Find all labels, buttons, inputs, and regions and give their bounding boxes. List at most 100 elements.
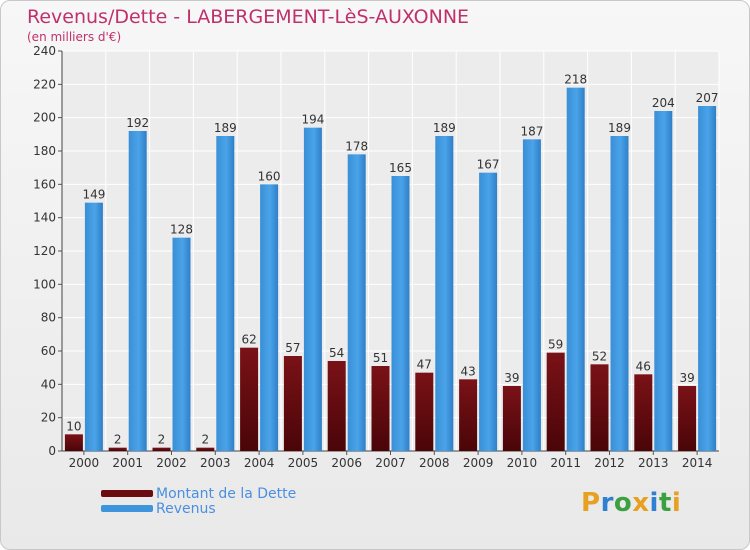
xtick-label-2014: 2014 <box>682 456 713 470</box>
ytick-label-220: 220 <box>33 77 56 91</box>
bar-dette-2014 <box>678 386 697 451</box>
bar-dette-2007 <box>371 366 390 451</box>
ytick-label-40: 40 <box>41 377 56 391</box>
logo-letter-3: x <box>632 488 650 518</box>
data-label-revenus-2009: 167 <box>477 158 500 172</box>
data-label-dette-2011: 59 <box>548 338 563 352</box>
data-label-dette-2003: 2 <box>201 433 209 447</box>
bar-revenus-2007 <box>391 176 410 451</box>
data-label-revenus-2000: 149 <box>82 188 105 202</box>
bar-dette-2010 <box>502 386 521 451</box>
data-label-dette-2008: 47 <box>417 358 432 372</box>
bar-revenus-2011 <box>566 87 585 452</box>
legend-swatch-dette <box>101 490 153 497</box>
legend-swatch-revenus <box>101 505 153 512</box>
xtick-label-2001: 2001 <box>112 456 143 470</box>
ytick-label-0: 0 <box>48 444 56 458</box>
ytick-label-20: 20 <box>41 411 56 425</box>
xtick-label-2007: 2007 <box>375 456 406 470</box>
data-label-revenus-2005: 194 <box>301 113 324 127</box>
data-label-dette-2009: 43 <box>460 364 475 378</box>
legend-label-dette: Montant de la Dette <box>156 486 297 502</box>
bar-dette-2000 <box>64 434 83 451</box>
xtick-label-2010: 2010 <box>507 456 538 470</box>
data-label-revenus-2003: 189 <box>214 121 237 135</box>
data-label-dette-2006: 54 <box>329 346 344 360</box>
bar-dette-2002 <box>152 447 171 451</box>
bar-dette-2001 <box>108 447 127 451</box>
data-label-dette-2014: 39 <box>679 371 694 385</box>
xtick-label-2013: 2013 <box>638 456 669 470</box>
data-label-revenus-2008: 189 <box>433 121 456 135</box>
logo-letter-5: t <box>658 488 672 518</box>
logo-letter-1: r <box>600 488 614 518</box>
data-label-revenus-2006: 178 <box>345 139 368 153</box>
chart-subtitle: (en milliers d'€) <box>27 30 122 44</box>
data-label-revenus-2011: 218 <box>564 73 587 87</box>
bar-dette-2005 <box>283 356 302 451</box>
data-label-revenus-2013: 204 <box>652 96 675 110</box>
xtick-label-2011: 2011 <box>550 456 581 470</box>
ytick-label-240: 240 <box>33 44 56 58</box>
data-label-dette-2001: 2 <box>114 433 122 447</box>
ytick-label-140: 140 <box>33 211 56 225</box>
bar-dette-2003 <box>196 447 215 451</box>
xtick-label-2002: 2002 <box>156 456 187 470</box>
ytick-label-120: 120 <box>33 244 56 258</box>
bar-revenus-2010 <box>522 139 541 452</box>
bar-revenus-2013 <box>654 111 673 451</box>
data-label-dette-2005: 57 <box>285 341 300 355</box>
xtick-label-2009: 2009 <box>463 456 494 470</box>
bar-revenus-2002 <box>172 237 191 451</box>
legend-label-revenus: Revenus <box>156 501 216 517</box>
bar-dette-2012 <box>590 364 609 451</box>
bar-revenus-2014 <box>698 106 717 451</box>
chart-title: Revenus/Dette - LABERGEMENT-LèS-AUXONNE <box>27 6 470 28</box>
bar-revenus-2000 <box>84 202 103 451</box>
data-label-dette-2010: 39 <box>504 371 519 385</box>
data-label-revenus-2001: 192 <box>126 116 149 130</box>
bar-dette-2008 <box>415 372 434 451</box>
data-label-revenus-2012: 189 <box>608 121 631 135</box>
data-label-revenus-2002: 128 <box>170 223 193 237</box>
logo-letter-2: o <box>613 488 633 518</box>
proxiti-logo: Proxiti <box>581 488 681 518</box>
bar-dette-2006 <box>327 361 346 451</box>
xtick-label-2006: 2006 <box>331 456 362 470</box>
data-label-dette-2002: 2 <box>158 433 166 447</box>
data-label-dette-2013: 46 <box>636 359 651 373</box>
data-label-dette-2012: 52 <box>592 349 607 363</box>
xtick-label-2008: 2008 <box>419 456 450 470</box>
bar-dette-2011 <box>546 352 565 451</box>
bar-revenus-2012 <box>610 136 629 451</box>
data-label-dette-2004: 62 <box>241 333 256 347</box>
xtick-label-2005: 2005 <box>288 456 319 470</box>
ytick-label-200: 200 <box>33 111 56 125</box>
bar-dette-2009 <box>459 379 478 451</box>
data-label-revenus-2014: 207 <box>696 91 719 105</box>
bar-revenus-2005 <box>303 127 322 452</box>
bar-revenus-2004 <box>260 184 279 452</box>
logo-letter-0: P <box>581 488 601 518</box>
bar-revenus-2006 <box>347 154 366 452</box>
xtick-label-2000: 2000 <box>69 456 100 470</box>
bar-revenus-2009 <box>479 172 498 451</box>
data-label-revenus-2004: 160 <box>258 169 281 183</box>
bar-revenus-2003 <box>216 136 235 451</box>
ytick-label-160: 160 <box>33 177 56 191</box>
ytick-label-100: 100 <box>33 277 56 291</box>
data-label-revenus-2007: 165 <box>389 161 412 175</box>
bar-revenus-2008 <box>435 136 454 451</box>
ytick-label-180: 180 <box>33 144 56 158</box>
ytick-label-60: 60 <box>41 344 56 358</box>
xtick-label-2012: 2012 <box>594 456 625 470</box>
data-label-revenus-2010: 187 <box>520 124 543 138</box>
logo-letter-6: i <box>671 488 682 518</box>
data-label-dette-2000: 10 <box>66 419 81 433</box>
xtick-label-2004: 2004 <box>244 456 275 470</box>
xtick-label-2003: 2003 <box>200 456 231 470</box>
logo-letter-4: i <box>649 488 659 518</box>
bar-dette-2013 <box>634 374 653 451</box>
